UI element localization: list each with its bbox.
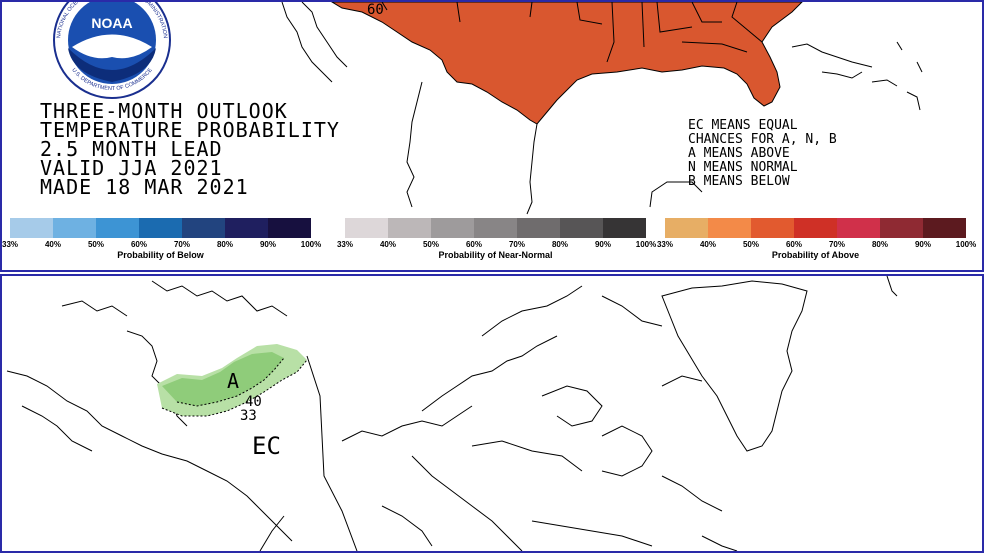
color-swatch xyxy=(880,218,923,238)
tick-label: 40% xyxy=(45,240,61,249)
legend-note: EC MEANS EQUAL CHANCES FOR A, N, B A MEA… xyxy=(688,118,837,189)
contour-40 xyxy=(176,357,285,407)
probability-color-bars: 33% 40% 50% 60% 70% 80% 90% 100% Probability of … xyxy=(2,218,976,260)
color-swatch xyxy=(268,218,311,238)
title-line-4: VALID JJA 2021 xyxy=(40,156,223,180)
tick-label: 90% xyxy=(595,240,611,249)
tick-label: 100% xyxy=(301,240,321,249)
tick-label: 100% xyxy=(636,240,656,249)
color-swatch xyxy=(837,218,880,238)
tick-label: 80% xyxy=(217,240,233,249)
color-swatch xyxy=(517,218,560,238)
color-swatch xyxy=(10,218,53,238)
legend-note-line-3: A MEANS ABOVE xyxy=(688,146,790,161)
alaska-canada-map-panel: A 40 33 EC xyxy=(0,274,984,553)
tick-label: 33% xyxy=(337,240,353,249)
contour-label: 60 xyxy=(367,2,384,18)
outlook-map-top: 60 NOAA NATIONAL O xyxy=(2,2,976,260)
noaa-logo: NOAA NATIONAL OCEANIC AND ATMOSPHERIC AD… xyxy=(53,2,171,99)
title-line-2: TEMPERATURE PROBABILITY xyxy=(40,118,340,142)
tick-label: 40% xyxy=(380,240,396,249)
color-swatch xyxy=(225,218,268,238)
outlook-map-bottom: A 40 33 EC xyxy=(6,276,898,551)
tick-label: 60% xyxy=(786,240,802,249)
color-bar-2: 33% 40% 50% 60% 70% 80% 90% 100% Probability of … xyxy=(657,218,976,260)
color-swatch xyxy=(751,218,794,238)
outlook-title-block: THREE-MONTH OUTLOOK TEMPERATURE PROBABIL… xyxy=(40,99,340,199)
tick-label: 50% xyxy=(743,240,759,249)
above-normal-region xyxy=(162,352,284,406)
legend-note-line-1: EC MEANS EQUAL xyxy=(688,118,798,133)
equal-chances-label: EC xyxy=(252,432,281,460)
contour-33 xyxy=(161,359,308,417)
legend-note-line-5: B MEANS BELOW xyxy=(688,174,790,189)
tick-label: 70% xyxy=(174,240,190,249)
tick-label: 50% xyxy=(88,240,104,249)
tick-label: 80% xyxy=(552,240,568,249)
color-bar-title: Probability of Above xyxy=(772,250,859,260)
color-swatch xyxy=(388,218,431,238)
above-label: A xyxy=(227,369,239,393)
coastline-greenland xyxy=(661,280,808,452)
tick-label: 70% xyxy=(829,240,845,249)
color-bar-title: Probability of Below xyxy=(117,250,205,260)
color-swatch xyxy=(53,218,96,238)
above-normal-region xyxy=(331,2,803,125)
state-boundaries xyxy=(381,2,763,63)
color-swatch xyxy=(708,218,751,238)
color-swatch xyxy=(96,218,139,238)
color-bar-1: 33% 40% 50% 60% 70% 80% 90% 100% Probability of … xyxy=(337,218,656,260)
tick-label: 60% xyxy=(466,240,482,249)
caribbean-islands xyxy=(791,41,923,111)
tick-label: 90% xyxy=(915,240,931,249)
title-line-1: THREE-MONTH OUTLOOK xyxy=(40,99,288,123)
color-bar-0: 33% 40% 50% 60% 70% 80% 90% 100% Probability of … xyxy=(2,218,321,260)
title-line-3: 2.5 MONTH LEAD xyxy=(40,137,223,161)
svg-text:NOAA: NOAA xyxy=(91,15,132,31)
title-line-5: MADE 18 MAR 2021 xyxy=(40,175,249,199)
tick-label: 33% xyxy=(2,240,18,249)
outlook-legend-panel: 60 NOAA NATIONAL O xyxy=(0,0,984,272)
coastline-canada-arctic xyxy=(341,285,738,551)
legend-note-line-2: CHANCES FOR A, N, B xyxy=(688,132,837,147)
color-bar-title: Probability of Near-Normal xyxy=(438,250,552,260)
color-swatch xyxy=(560,218,603,238)
color-swatch xyxy=(431,218,474,238)
coastline-mexico xyxy=(281,2,703,215)
tick-label: 60% xyxy=(131,240,147,249)
color-swatch xyxy=(182,218,225,238)
tick-label: 70% xyxy=(509,240,525,249)
color-swatch xyxy=(603,218,646,238)
alaska-canada-border xyxy=(306,355,358,551)
color-swatch xyxy=(665,218,708,238)
color-swatch xyxy=(345,218,388,238)
tick-label: 40% xyxy=(700,240,716,249)
tick-label: 80% xyxy=(872,240,888,249)
color-swatch xyxy=(794,218,837,238)
color-swatch xyxy=(923,218,966,238)
tick-label: 100% xyxy=(956,240,976,249)
tick-label: 90% xyxy=(260,240,276,249)
color-swatch xyxy=(474,218,517,238)
legend-note-line-4: N MEANS NORMAL xyxy=(688,160,798,175)
color-swatch xyxy=(139,218,182,238)
contour-33-label: 33 xyxy=(240,408,257,424)
tick-label: 33% xyxy=(657,240,673,249)
tick-label: 50% xyxy=(423,240,439,249)
contour-40-label: 40 xyxy=(245,394,262,410)
